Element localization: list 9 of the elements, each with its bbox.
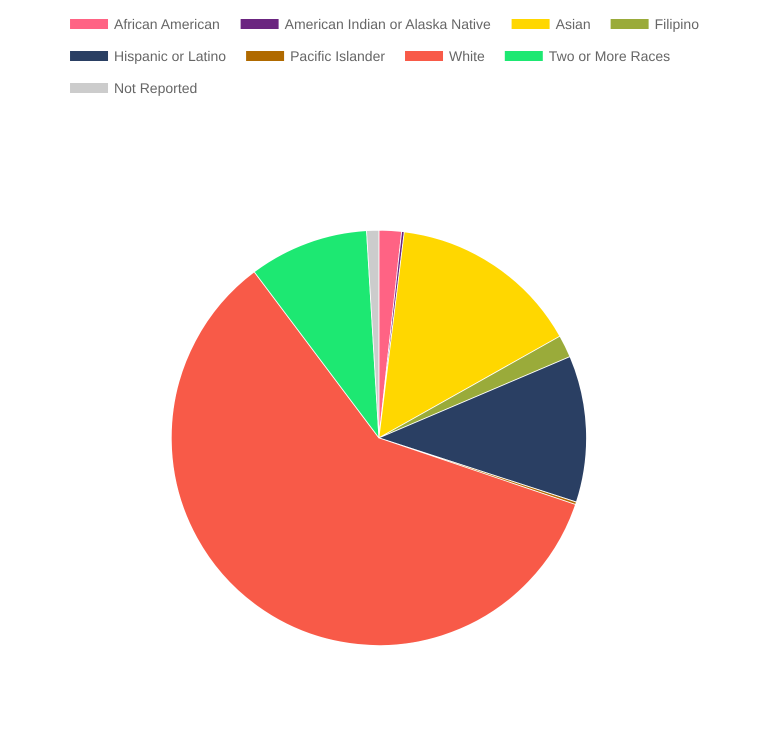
legend-label: Asian [556,16,591,32]
legend-label: Pacific Islander [290,48,386,64]
legend-label: Not Reported [114,80,198,96]
legend-label: Filipino [654,16,700,32]
legend-label: African American [114,16,220,32]
legend-label: Two or More Races [548,48,670,64]
legend-label: White [449,48,486,64]
legend-label: Hispanic or Latino [114,48,226,64]
legend-label: American Indian or Alaska Native [284,16,492,32]
